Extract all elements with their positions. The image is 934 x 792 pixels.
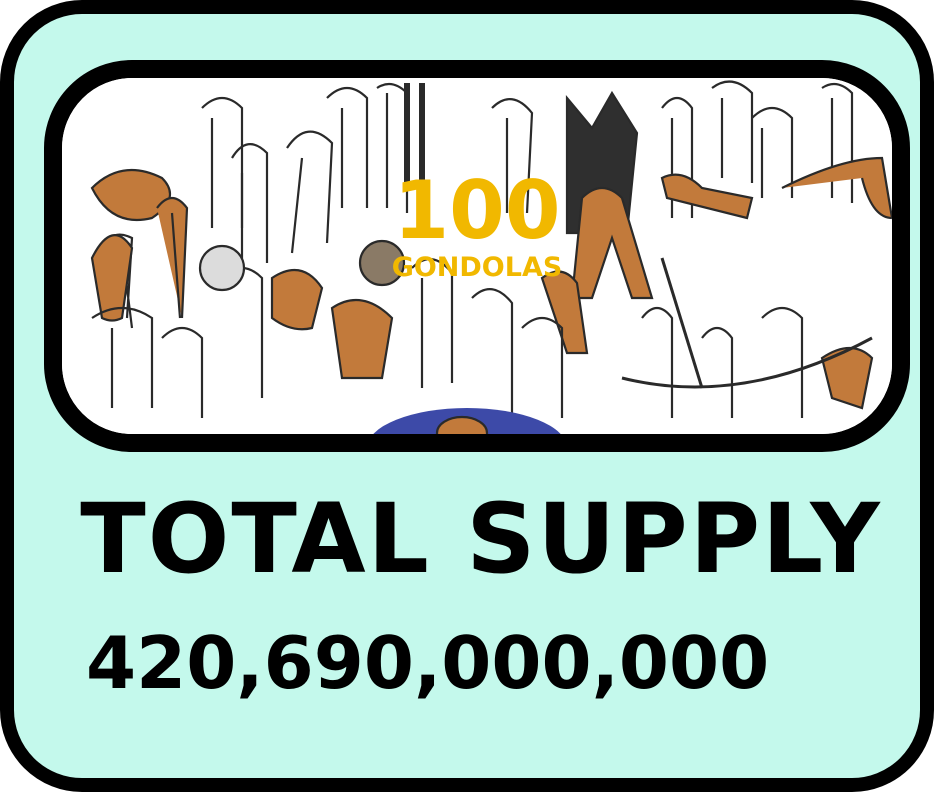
total-supply-heading: TOTAL SUPPLY [80,483,882,595]
gondola-banner-frame: 100 GONDOLAS [44,60,910,452]
banner-number: 100 [394,164,561,257]
gondola-collage-illustration: 100 GONDOLAS [62,78,892,434]
banner-word: GONDOLAS [392,252,563,283]
total-supply-value: 420,690,000,000 [86,621,770,705]
character-figures [90,80,892,434]
